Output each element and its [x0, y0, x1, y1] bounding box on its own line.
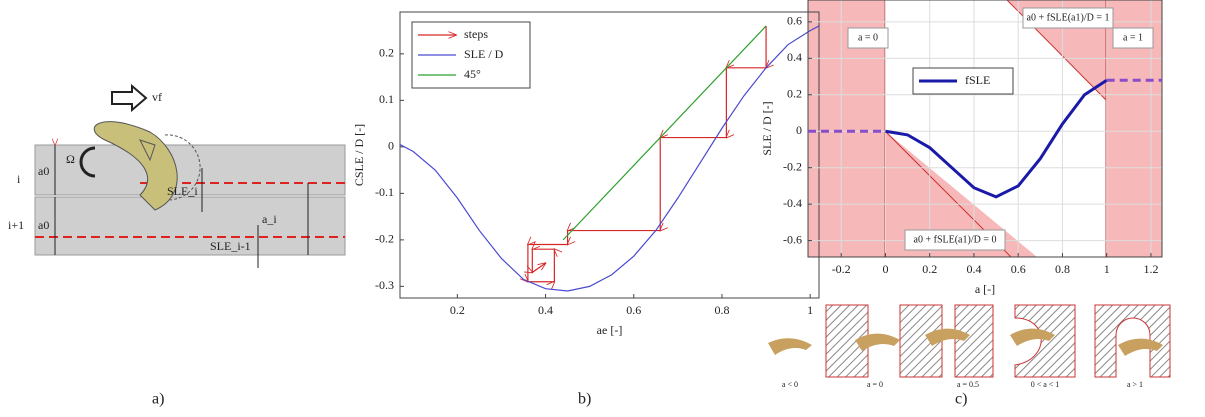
- y-tick-label: 0: [796, 123, 802, 137]
- annotation-box: [1022, 7, 1114, 29]
- layer-i: [34, 144, 346, 196]
- y-tick-label: -0.4: [783, 196, 802, 210]
- series-line: [528, 25, 766, 282]
- annotation-box: [1112, 27, 1154, 49]
- plot-frame: [807, 0, 1163, 258]
- layer-i1: [34, 196, 346, 256]
- cutter: [1010, 328, 1055, 346]
- y-tick-label: 0.2: [379, 46, 394, 60]
- label: SLE_i-1: [210, 239, 251, 253]
- y-axis-label: CSLE / D [-]: [352, 124, 366, 186]
- label: a_i: [262, 212, 277, 226]
- cutter: [93, 121, 178, 211]
- x-tick-label: 0.4: [538, 303, 553, 317]
- y-tick-label: -0.2: [783, 159, 802, 173]
- series-line: [399, 25, 820, 292]
- x-tick-label: 0.6: [626, 303, 641, 317]
- label: i: [17, 172, 21, 186]
- label: vf: [152, 90, 162, 104]
- rotation-arrow: [79, 146, 96, 178]
- y-tick-label: 0: [388, 139, 394, 153]
- cutter: [855, 333, 900, 351]
- x-tick-label: 1.2: [1143, 262, 1158, 276]
- x-axis-label: ae [-]: [597, 323, 623, 337]
- annotation-box: [904, 229, 1006, 251]
- y-tick-label: -0.2: [375, 232, 394, 246]
- x-tick-label: 0.8: [1055, 262, 1070, 276]
- annotation: a = 0: [858, 32, 878, 43]
- series-line: [562, 25, 767, 241]
- label: a0: [38, 164, 49, 178]
- y-tick-label: 0.6: [787, 14, 802, 28]
- cutter: [768, 338, 812, 355]
- annotation-box: [847, 27, 889, 49]
- workpiece: [1014, 304, 1076, 378]
- caption: a): [152, 391, 164, 408]
- series-line: [885, 78, 1108, 199]
- x-axis-label: a [-]: [975, 282, 995, 296]
- case-label: 0 < a < 1: [1031, 380, 1060, 389]
- case-illustrations: [768, 304, 1171, 378]
- caption: b): [578, 391, 591, 408]
- y-tick-label: -0.3: [375, 278, 394, 292]
- legend-label: steps: [464, 27, 488, 41]
- x-tick-label: -0.2: [832, 262, 851, 276]
- x-tick-label: 0: [882, 262, 888, 276]
- label: Ω: [66, 152, 75, 166]
- annotation: a0 + fSLE(a1)/D = 0: [914, 234, 997, 245]
- annotation: a0 + fSLE(a1)/D = 1: [1027, 12, 1110, 23]
- workpiece: [954, 304, 994, 378]
- x-tick-label: 0.2: [922, 262, 937, 276]
- x-tick-label: 1: [807, 303, 813, 317]
- x-tick-label: 0.6: [1011, 262, 1026, 276]
- legend-label: 45°: [464, 67, 481, 81]
- cutter: [1118, 338, 1163, 356]
- legend-label: SLE / D: [464, 47, 504, 61]
- case-label: a < 0: [782, 380, 798, 389]
- plot-frame: [399, 11, 820, 299]
- legend-label: fSLE: [965, 73, 990, 87]
- label: a0: [38, 218, 49, 232]
- workpiece: [1094, 304, 1171, 378]
- x-tick-label: 0.8: [714, 303, 729, 317]
- workpiece: [825, 304, 869, 378]
- caption: c): [955, 391, 967, 408]
- annotation: a = 1: [1123, 32, 1143, 43]
- label: SLE_i: [167, 184, 198, 198]
- x-tick-label: 1: [1104, 262, 1110, 276]
- y-axis-label: SLE / D [-]: [760, 101, 774, 155]
- x-tick-label: 0.4: [966, 262, 981, 276]
- case-label: a > 1: [1127, 380, 1143, 389]
- panel-a: vf Ω i a0 i+1 a0 SLE_i SLE_i-1 a_i: [8, 83, 346, 268]
- cutter-trace: [164, 134, 201, 201]
- cutter-tooth: [139, 139, 156, 162]
- label: i+1: [8, 218, 24, 232]
- y-tick-label: -0.6: [783, 232, 802, 246]
- y-tick-label: 0.1: [379, 92, 394, 106]
- x-tick-label: 0.2: [450, 303, 465, 317]
- y-tick-label: 0.4: [787, 50, 802, 64]
- case-label: a = 0: [867, 380, 883, 389]
- case-label: a = 0.5: [957, 380, 979, 389]
- cutter: [925, 328, 970, 346]
- y-tick-label: -0.1: [375, 185, 394, 199]
- region: [885, 131, 1037, 257]
- feed-arrow: [111, 83, 148, 113]
- y-tick-label: 0.2: [787, 87, 802, 101]
